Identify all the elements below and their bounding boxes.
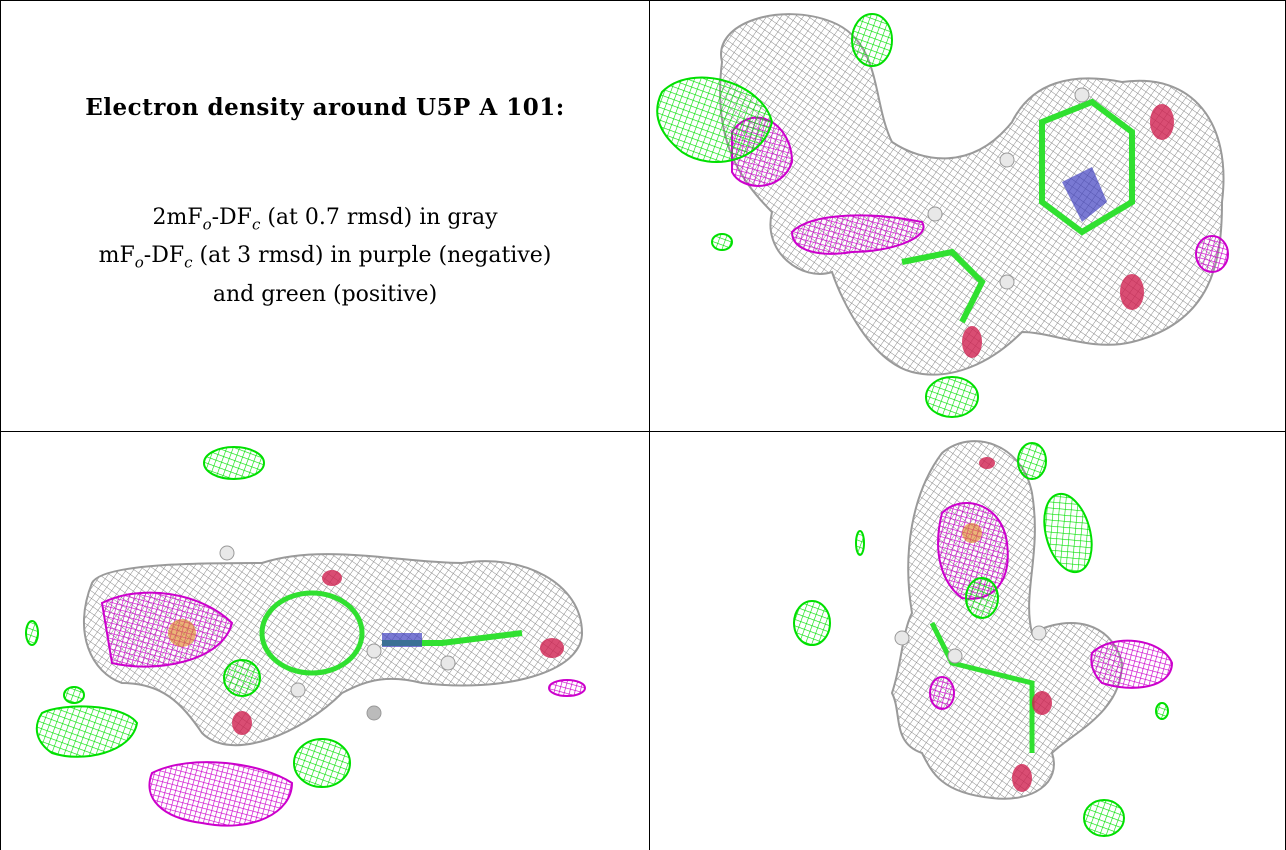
oxygen-atom: [1012, 764, 1032, 792]
purple-negative-density: [790, 214, 925, 255]
oxygen-atom: [322, 570, 342, 586]
purple-negative-density: [929, 676, 955, 710]
density-render-3: [793, 440, 1174, 837]
border-middle: [649, 0, 650, 850]
green-positive-density: [25, 620, 39, 646]
gray-density-mesh: [890, 440, 1124, 800]
green-positive-density: [965, 577, 999, 619]
purple-negative-density: [548, 679, 586, 697]
hydrogen-atom: [1074, 87, 1090, 103]
border-top: [0, 0, 1286, 1]
legend-line-1: 2mFo-DFc (at 0.7 rmsd) in gray: [152, 205, 498, 234]
ribose-ring: [259, 590, 365, 676]
green-positive-density: [1083, 799, 1125, 837]
purple-negative-density: [148, 761, 294, 827]
green-positive-density: [851, 13, 893, 67]
density-view-top-right: [652, 2, 1284, 429]
density-render-1: [656, 13, 1229, 418]
hydrogen-atom: [894, 630, 910, 646]
figure-title: Electron density around U5P A 101:: [85, 94, 565, 121]
purple-negative-density: [100, 591, 234, 668]
green-positive-density: [293, 738, 351, 788]
hydrogen-atom: [290, 682, 306, 698]
green-positive-density: [1043, 492, 1093, 574]
hydrogen-atom: [999, 274, 1015, 290]
caption-cell: Electron density around U5P A 101: 2mFo-…: [2, 2, 648, 429]
phosphorus-atom: [168, 619, 196, 647]
hydrogen-atom: [947, 648, 963, 664]
density-render-2: [25, 446, 586, 827]
oxygen-atom: [232, 711, 252, 735]
base-ring: [1039, 98, 1135, 236]
green-positive-density: [855, 530, 865, 556]
green-positive-density: [63, 686, 85, 704]
hydrogen-atom: [440, 655, 456, 671]
oxygen-atom: [1032, 691, 1052, 715]
legend-line-2: mFo-DFc (at 3 rmsd) in purple (negative): [98, 243, 552, 272]
green-positive-density: [203, 446, 265, 480]
green-positive-density: [925, 376, 979, 418]
hydrogen-atom: [366, 643, 382, 659]
legend-line-3: and green (positive): [212, 281, 438, 307]
border-row-divider: [0, 431, 1286, 432]
gray-density-mesh: [719, 13, 1225, 376]
green-positive-density: [35, 705, 139, 758]
purple-negative-density: [937, 502, 1009, 600]
phosphorus-atom: [962, 523, 982, 543]
hydrogen-atom: [1031, 625, 1047, 641]
purple-negative-density: [1195, 235, 1229, 273]
purple-negative-density: [1090, 639, 1174, 689]
density-view-bottom-right: [652, 433, 1284, 849]
hydrogen-atom: [999, 152, 1015, 168]
nitrogen-atom: [1062, 167, 1107, 222]
green-positive-density: [656, 76, 774, 163]
hydrogen-atom: [366, 705, 382, 721]
figure-legend: 2mFo-DFc (at 0.7 rmsd) in gray mFo-DFc (…: [2, 202, 648, 311]
molecule-bonds: [929, 621, 1035, 753]
gray-density-mesh: [83, 553, 584, 747]
green-positive-density: [1155, 702, 1169, 720]
oxygen-atom: [979, 457, 995, 469]
oxygen-atom: [962, 326, 982, 358]
green-positive-density: [711, 233, 733, 251]
green-positive-density: [1017, 442, 1047, 480]
oxygen-atom: [540, 638, 564, 658]
border-left: [0, 0, 1, 850]
nitrogen-atom: [382, 633, 422, 647]
green-positive-density: [223, 659, 261, 697]
oxygen-atom: [1150, 104, 1174, 140]
ribose-bonds: [901, 248, 986, 324]
oxygen-atom: [1120, 274, 1144, 310]
green-positive-density: [793, 600, 831, 646]
hydrogen-atom: [219, 545, 235, 561]
density-view-bottom-left: [2, 433, 648, 849]
hydrogen-atom: [927, 206, 943, 222]
